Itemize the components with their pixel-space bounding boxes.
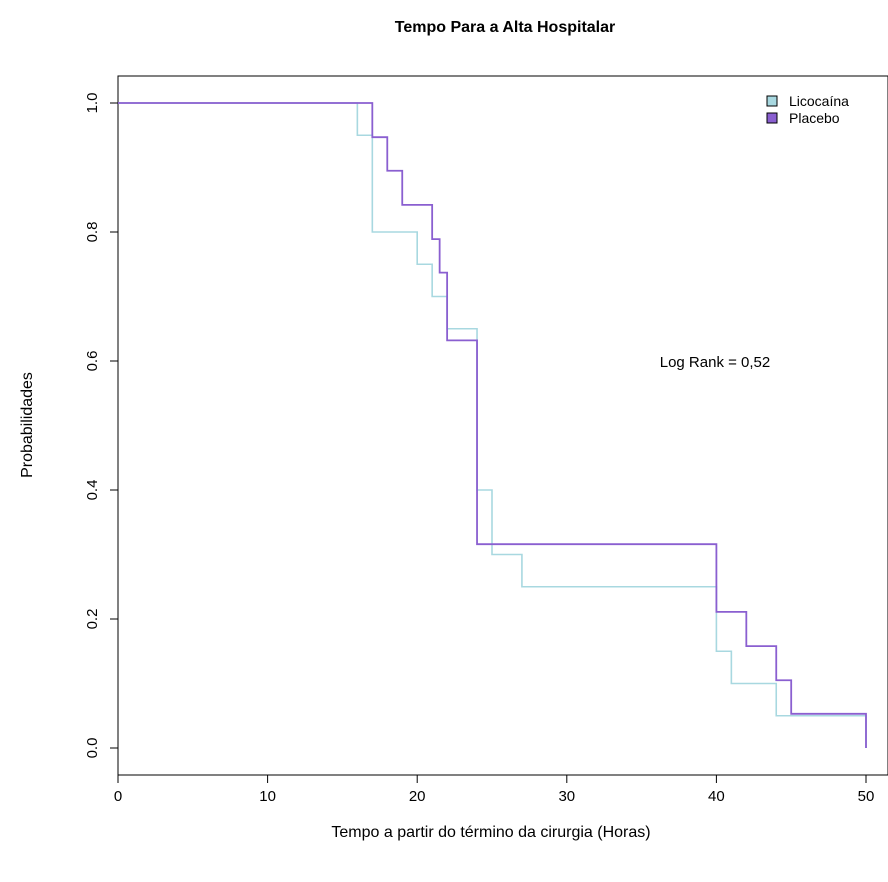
y-tick-label: 1.0 <box>84 93 101 114</box>
series-line-1 <box>118 102 867 748</box>
series-line-2 <box>118 102 867 748</box>
plot-frame <box>117 75 888 776</box>
legend-label: Placebo <box>789 110 840 126</box>
log-rank-annotation: Log Rank = 0,52 <box>660 354 771 371</box>
y-tick-label: 0.2 <box>84 609 101 630</box>
legend-swatch <box>766 112 778 124</box>
x-axis-title: Tempo a partir do término da cirurgia (H… <box>331 824 650 841</box>
x-tick-label: 40 <box>708 788 725 805</box>
x-tick-label: 30 <box>558 788 575 805</box>
x-tick-label: 10 <box>259 788 276 805</box>
legend-label: Licocaína <box>789 93 849 109</box>
y-axis-title: Probabilidades <box>19 372 36 478</box>
legend-swatch <box>766 95 778 107</box>
x-tick-label: 0 <box>114 788 122 805</box>
chart-title: Tempo Para a Alta Hospitalar <box>395 19 616 36</box>
y-tick-label: 0.0 <box>84 738 101 759</box>
x-tick-label: 50 <box>858 788 875 805</box>
y-tick-label: 0.6 <box>84 351 101 372</box>
y-tick-label: 0.8 <box>84 222 101 243</box>
x-tick-label: 20 <box>409 788 426 805</box>
y-tick-label: 0.4 <box>84 480 101 501</box>
